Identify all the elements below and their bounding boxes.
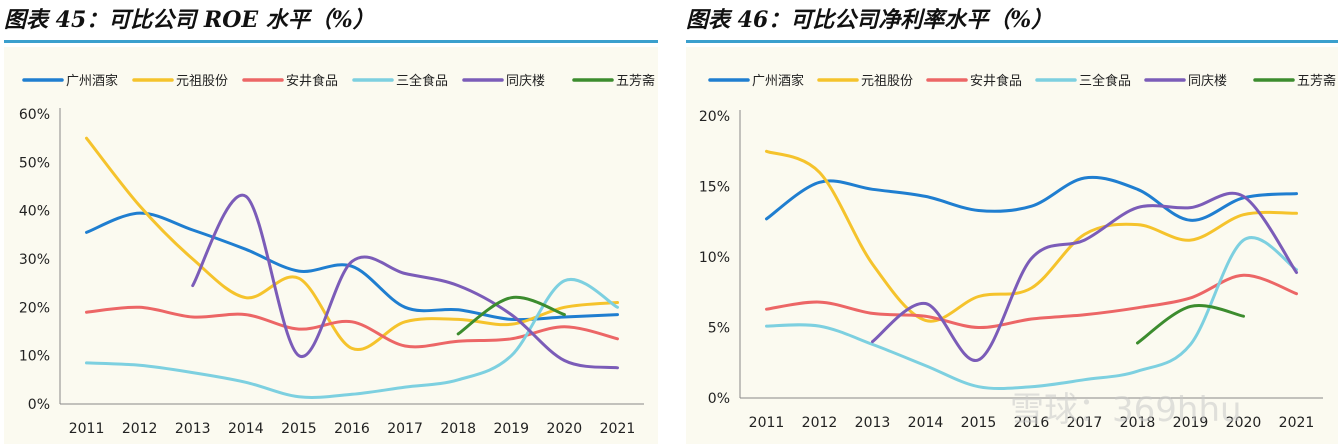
x-tick-label: 2018 <box>1120 415 1156 431</box>
legend-label: 安井食品 <box>970 73 1022 89</box>
legend-label: 广州酒家 <box>66 73 118 89</box>
x-tick-label: 2017 <box>387 421 423 437</box>
x-tick-label: 2018 <box>440 421 476 437</box>
watermark: 雪球：369hhu <box>1010 390 1242 430</box>
y-tick-label: 30% <box>19 252 50 268</box>
x-tick-label: 2019 <box>1173 415 1209 431</box>
x-tick-label: 2012 <box>122 421 158 437</box>
x-tick-label: 2013 <box>175 421 211 437</box>
x-tick-label: 2012 <box>802 415 838 431</box>
x-tick-label: 2020 <box>1226 415 1262 431</box>
legend-label: 同庆楼 <box>1188 74 1227 89</box>
legend-label: 同庆楼 <box>506 74 545 89</box>
x-tick-label: 2014 <box>908 415 944 431</box>
x-tick-label: 2021 <box>600 421 636 437</box>
series-line <box>191 193 619 370</box>
series-line <box>765 236 1298 391</box>
legend-label: 三全食品 <box>1079 73 1131 89</box>
y-tick-label: 15% <box>699 180 730 196</box>
y-tick-label: 0% <box>708 391 730 407</box>
x-tick-label: 2016 <box>334 421 370 437</box>
legend-label: 五芳斋 <box>1297 73 1336 89</box>
series-line <box>765 149 1298 323</box>
x-tick-label: 2021 <box>1279 415 1315 431</box>
roe-line-chart: 广州酒家 元祖股份 安井食品 三全食品 同庆楼 五芳斋 0% 10% 20% 30% 40% 50% 6… <box>19 73 655 437</box>
x-tick-label: 2011 <box>69 421 105 437</box>
y-tick-label: 50% <box>19 155 50 171</box>
x-tick-label: 2014 <box>228 421 264 437</box>
chart-area: 广州酒家 元祖股份 安井食品 三全食品 同庆楼 五芳斋 0% 5% 10% 15% 20% 2011 2… <box>686 47 1338 444</box>
x-tick-label: 2015 <box>961 415 997 431</box>
x-tick-label: 2016 <box>1014 415 1050 431</box>
series-line <box>85 277 619 399</box>
title-divider <box>686 40 1338 43</box>
x-tick-label: 2020 <box>547 421 583 437</box>
chart-area: 广州酒家 元祖股份 安井食品 三全食品 同庆楼 五芳斋 0% 10% 20% 30% 40% 50% 6… <box>4 47 658 444</box>
net-margin-line-chart: 广州酒家 元祖股份 安井食品 三全食品 同庆楼 五芳斋 0% 5% 10% 15% 20% 2011 2… <box>699 73 1336 431</box>
y-tick-label: 20% <box>19 300 50 316</box>
series-line <box>765 175 1298 222</box>
legend-label: 广州酒家 <box>752 73 804 89</box>
series-line <box>1136 303 1245 345</box>
legend-label: 元祖股份 <box>176 74 228 89</box>
x-tick-label: 2019 <box>493 421 529 437</box>
title-divider <box>4 40 658 43</box>
series-line <box>765 273 1298 330</box>
chart-title: 图表 46：可比公司净利率水平（%） <box>686 7 1054 33</box>
legend-label: 五芳斋 <box>616 73 655 89</box>
chart-panel-net-margin: 图表 46：可比公司净利率水平（%） 广州酒家 元祖股份 安井食品 三全食品 同庆楼 五芳… <box>686 0 1338 444</box>
y-tick-label: 40% <box>19 204 50 220</box>
y-tick-label: 10% <box>19 349 50 365</box>
x-tick-label: 2013 <box>855 415 891 431</box>
x-tick-label: 2017 <box>1067 415 1103 431</box>
y-tick-label: 5% <box>708 321 730 337</box>
y-tick-label: 60% <box>19 107 50 123</box>
y-tick-label: 0% <box>28 397 50 413</box>
legend-label: 安井食品 <box>286 73 338 89</box>
series-line <box>456 295 566 336</box>
series-line <box>85 136 619 352</box>
x-tick-label: 2015 <box>281 421 317 437</box>
legend-label: 元祖股份 <box>861 74 913 89</box>
series-line <box>871 191 1298 362</box>
x-tick-label: 2011 <box>749 415 785 431</box>
y-tick-label: 10% <box>699 250 730 266</box>
y-tick-label: 20% <box>699 109 730 125</box>
chart-panel-roe: 图表 45：可比公司 ROE 水平（%） 广州酒家 元祖股份 安井食品 三全食品 同庆楼… <box>4 0 658 444</box>
legend-label: 三全食品 <box>396 73 448 89</box>
chart-title: 图表 45：可比公司 ROE 水平（%） <box>4 7 375 33</box>
